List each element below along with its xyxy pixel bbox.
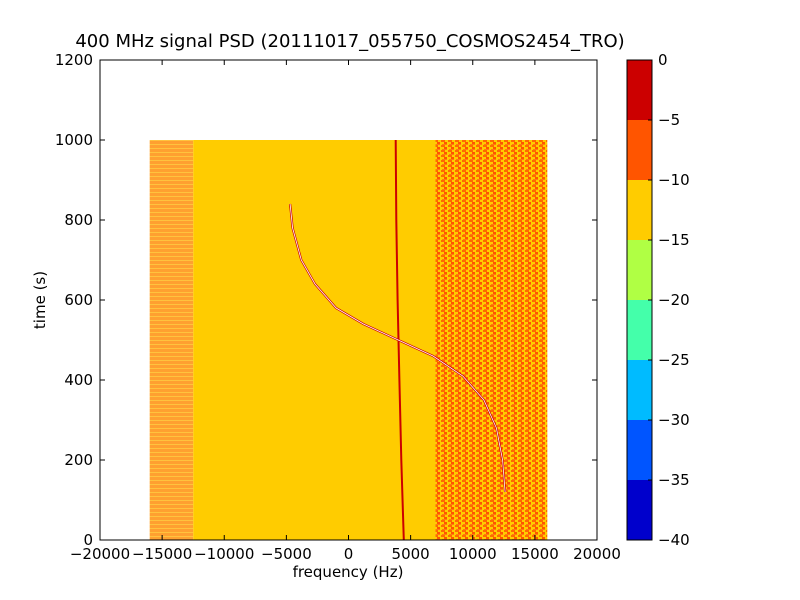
colorbar-band bbox=[627, 480, 652, 540]
y-tick-label: 800 bbox=[64, 211, 93, 229]
y-tick-label: 0 bbox=[83, 531, 93, 549]
colorbar-tick-label: −35 bbox=[658, 471, 690, 489]
colorbar-band bbox=[627, 120, 652, 180]
psd-band bbox=[149, 140, 194, 540]
y-tick-label: 600 bbox=[64, 291, 93, 309]
chart-title: 400 MHz signal PSD (20111017_055750_COSM… bbox=[75, 31, 624, 52]
colorbar-tick-label: −5 bbox=[658, 111, 680, 129]
colorbar-tick-label: −25 bbox=[658, 351, 690, 369]
doppler-curve-core bbox=[289, 203, 506, 493]
colorbar-band bbox=[627, 300, 652, 360]
x-tick-label: −5000 bbox=[261, 545, 312, 563]
x-tick-label: 5000 bbox=[392, 545, 430, 563]
colorbar-tick-label: −30 bbox=[658, 411, 690, 429]
y-tick-label: 200 bbox=[64, 451, 93, 469]
x-tick-label: 15000 bbox=[511, 545, 559, 563]
x-tick-label: −20000 bbox=[70, 545, 130, 563]
y-axis-label: time (s) bbox=[31, 271, 49, 329]
psd-band bbox=[435, 140, 548, 540]
colorbar-tick-label: −20 bbox=[658, 291, 690, 309]
x-tick-label: −15000 bbox=[132, 545, 192, 563]
x-axis-label: frequency (Hz) bbox=[293, 563, 404, 581]
psd-band bbox=[193, 140, 436, 540]
x-tick-label: 20000 bbox=[573, 545, 621, 563]
colorbar-tick-label: −40 bbox=[658, 531, 690, 549]
y-tick-label: 1200 bbox=[55, 51, 93, 69]
plot-area bbox=[149, 139, 548, 540]
colorbar-band bbox=[627, 60, 652, 120]
x-tick-label: −10000 bbox=[194, 545, 254, 563]
y-tick-label: 1000 bbox=[55, 131, 93, 149]
colorbar-tick-label: −10 bbox=[658, 171, 690, 189]
colorbar-band bbox=[627, 420, 652, 480]
y-tick-label: 400 bbox=[64, 371, 93, 389]
colorbar-band bbox=[627, 180, 652, 240]
psd-background bbox=[149, 140, 548, 540]
colorbar: 0 −5 −10 −15 −20 −25 −30 −35 −40 bbox=[626, 51, 690, 549]
signal-traces bbox=[289, 139, 507, 540]
colorbar-tick-label: 0 bbox=[658, 51, 668, 69]
colorbar-band bbox=[627, 240, 652, 300]
x-tick-label: 0 bbox=[344, 545, 354, 563]
colorbar-tick-label: −15 bbox=[658, 231, 690, 249]
colorbar-band bbox=[627, 360, 652, 420]
y-axis: 0 200 400 600 800 1000 1200 bbox=[55, 51, 597, 549]
x-tick-label: 10000 bbox=[449, 545, 497, 563]
x-axis: −20000 −15000 −10000 −5000 0 5000 10000 15000 20… bbox=[70, 60, 621, 563]
